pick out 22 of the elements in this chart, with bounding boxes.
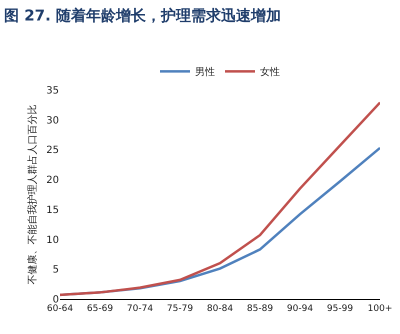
x-tick-label: 100+ <box>368 304 392 314</box>
x-tick-label: 80-84 <box>206 304 234 314</box>
y-tick-label: 20 <box>46 175 59 186</box>
line-series <box>60 101 380 296</box>
y-tick-label: 30 <box>46 115 59 126</box>
legend-label: 男性 <box>195 66 215 78</box>
x-tick-label: 70-74 <box>126 304 154 314</box>
x-tick-label: 60-64 <box>46 304 74 314</box>
y-tick-label: 5 <box>52 264 59 276</box>
y-axis-title: 不健康、不能自我护理人群占人口百分比 <box>26 104 38 284</box>
legend-label: 女性 <box>260 66 280 78</box>
x-tick-label: 95-99 <box>326 304 354 314</box>
y-tick-label: 35 <box>46 86 59 96</box>
y-tick-label: 0 <box>52 294 59 306</box>
x-tick-label: 90-94 <box>286 304 314 314</box>
x-tick-label: 65-69 <box>86 304 114 314</box>
y-tick-label: 25 <box>46 145 59 156</box>
x-tick-label: 85-89 <box>246 304 274 314</box>
y-tick-label: 10 <box>46 234 59 246</box>
chart-title: 图 27. 随着年龄增长，护理需求迅速增加 <box>4 6 282 25</box>
x-tick-label: 75-79 <box>166 304 194 314</box>
y-tick-label: 15 <box>46 204 59 216</box>
